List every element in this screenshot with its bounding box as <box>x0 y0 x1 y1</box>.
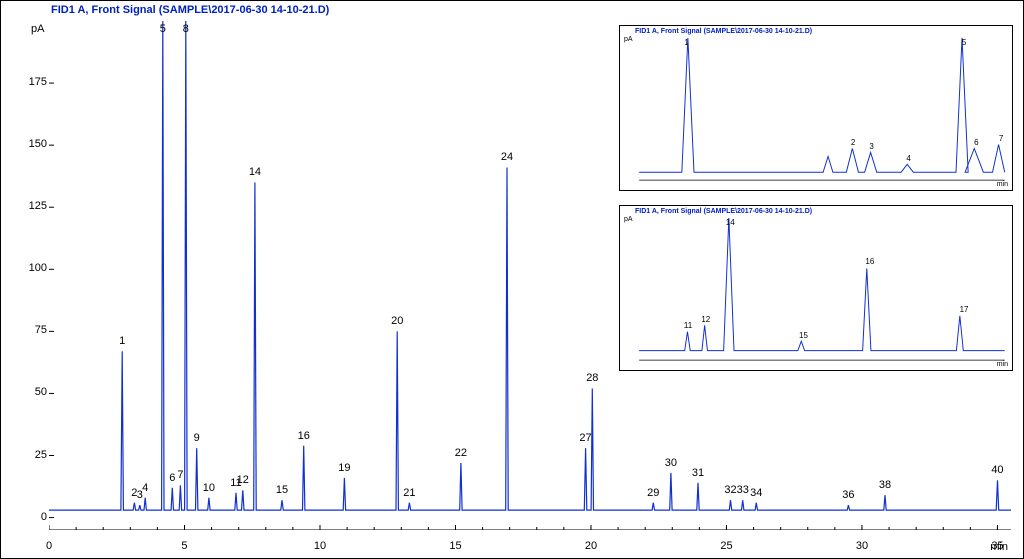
inset-peak-label: 3 <box>869 142 873 151</box>
peak-label: 15 <box>276 484 288 496</box>
inset-peak-label: 1 <box>684 38 688 47</box>
y-tick-label: 0 <box>21 511 47 523</box>
inset-peak-label: 12 <box>701 315 710 324</box>
chromatogram-frame: FID1 A, Front Signal (SAMPLE\2017-06-30 … <box>0 0 1024 559</box>
peak-label: 6 <box>169 472 175 484</box>
y-tick-label: 75 <box>21 324 47 336</box>
inset-peak-label: 4 <box>906 154 910 163</box>
inset-title: FID1 A, Front Signal (SAMPLE\2017-06-30 … <box>635 28 812 35</box>
inset-y-label: pA <box>624 216 633 223</box>
peak-label: 8 <box>183 23 189 35</box>
x-tick-label: 15 <box>449 540 461 552</box>
peak-label: 40 <box>991 464 1003 476</box>
inset-x-label: min <box>997 181 1008 188</box>
inset-x-label: min <box>997 361 1008 368</box>
peak-label: 38 <box>879 479 891 491</box>
x-tick-label: 20 <box>585 540 597 552</box>
peak-label: 14 <box>249 166 261 178</box>
peak-label: 32 <box>724 484 736 496</box>
inset-peak-label: 2 <box>851 138 855 147</box>
x-tick-label: 35 <box>991 540 1003 552</box>
peak-label: 22 <box>455 447 467 459</box>
x-tick-label: 0 <box>46 540 52 552</box>
inset-peak-label: 6 <box>974 138 978 147</box>
peak-label: 30 <box>665 457 677 469</box>
y-tick-label: 125 <box>21 200 47 212</box>
inset-bottom: FID1 A, Front Signal (SAMPLE\2017-06-30 … <box>619 205 1013 371</box>
peak-label: 9 <box>194 432 200 444</box>
peak-label: 24 <box>501 151 513 163</box>
inset-y-label: pA <box>624 36 633 43</box>
peak-label: 31 <box>692 467 704 479</box>
peak-label: 36 <box>842 489 854 501</box>
peak-label: 21 <box>403 487 415 499</box>
peak-label: 20 <box>391 315 403 327</box>
peak-label: 29 <box>647 487 659 499</box>
inset-peak-label: 7 <box>999 134 1003 143</box>
peak-label: 7 <box>177 469 183 481</box>
peak-label: 34 <box>750 487 762 499</box>
peak-label: 28 <box>586 372 598 384</box>
peak-label: 1 <box>119 335 125 347</box>
inset-peak-label: 5 <box>962 38 966 47</box>
inset-top: FID1 A, Front Signal (SAMPLE\2017-06-30 … <box>619 25 1013 191</box>
inset-peak-label: 17 <box>960 305 969 314</box>
peak-label: 27 <box>579 432 591 444</box>
chart-title: FID1 A, Front Signal (SAMPLE\2017-06-30 … <box>51 4 329 16</box>
peak-label: 19 <box>338 462 350 474</box>
x-tick-label: 10 <box>314 540 326 552</box>
x-tick-label: 25 <box>720 540 732 552</box>
inset-peak-label: 16 <box>865 257 874 266</box>
y-tick-label: 50 <box>21 386 47 398</box>
y-tick-label: 150 <box>21 138 47 150</box>
inset-peak-label: 11 <box>684 321 692 330</box>
y-tick-label: 100 <box>21 262 47 274</box>
y-tick-label: 175 <box>21 76 47 88</box>
x-tick-label: 30 <box>856 540 868 552</box>
y-tick-label: 25 <box>21 449 47 461</box>
inset-peak-label: 14 <box>726 218 735 227</box>
peak-label: 5 <box>160 23 166 35</box>
y-axis-label: pA <box>31 23 44 35</box>
peak-label: 16 <box>298 430 310 442</box>
peak-label: 12 <box>237 474 249 486</box>
peak-label: 10 <box>203 482 215 494</box>
peak-label: 33 <box>737 484 749 496</box>
inset-peak-label: 15 <box>799 331 808 340</box>
peak-label: 4 <box>142 482 148 494</box>
inset-title: FID1 A, Front Signal (SAMPLE\2017-06-30 … <box>635 208 812 215</box>
x-tick-label: 5 <box>181 540 187 552</box>
